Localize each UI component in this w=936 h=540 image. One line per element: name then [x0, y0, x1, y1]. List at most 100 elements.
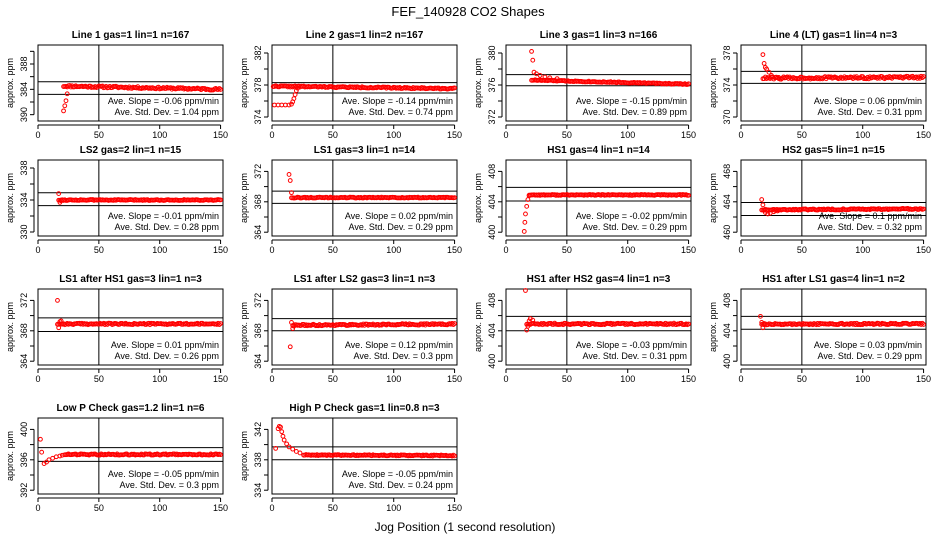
std-dev-annotation: Ave. Std. Dev. = 0.31 ppm: [818, 107, 922, 117]
x-tick-label: 100: [386, 245, 401, 255]
data-points: [286, 172, 457, 201]
x-tick-label: 150: [213, 130, 228, 140]
y-tick-label: 382: [253, 45, 263, 60]
y-tick-label: 388: [19, 56, 29, 71]
data-point: [452, 85, 457, 91]
y-tick-label: 364: [253, 354, 263, 369]
y-tick-label: 392: [19, 483, 29, 498]
panel-title: Line 2 gas=1 lin=2 n=167: [306, 30, 424, 41]
y-tick-label: 342: [253, 422, 263, 437]
x-tick-label: 0: [269, 503, 274, 513]
x-tick-label: 0: [738, 245, 743, 255]
panel-8: HS2 gas=5 lin=1 n=15 0 50 100 150 460 464 468 ap…: [708, 145, 931, 255]
y-axis: 400 404 408: [487, 293, 503, 369]
std-dev-annotation: Ave. Std. Dev. = 0.3 ppm: [354, 351, 453, 361]
y-axis-label: approx. ppm: [473, 58, 483, 108]
std-dev-annotation: Ave. Std. Dev. = 0.32 ppm: [818, 222, 922, 232]
x-tick-label: 150: [213, 245, 228, 255]
x-tick-label: 150: [447, 130, 462, 140]
y-axis: 390 384 388: [19, 50, 35, 122]
x-axis: 0 50 100 150: [738, 368, 931, 384]
data-point: [522, 219, 528, 225]
y-tick-label: 468: [722, 164, 732, 179]
x-tick-label: 100: [620, 245, 635, 255]
x-axis: 0 50 100 150: [269, 124, 462, 140]
data-points: [521, 192, 691, 234]
panel-title: Line 1 gas=1 lin=1 n=167: [72, 30, 190, 41]
x-axis: 0 50 100 150: [738, 239, 931, 255]
y-axis-label: approx. ppm: [5, 173, 15, 223]
data-points: [287, 320, 457, 350]
slope-annotation: Ave. Slope = 0.01 ppm/min: [111, 340, 219, 350]
plot-frame: [505, 288, 692, 366]
data-point: [521, 229, 527, 234]
panel-4: Line 4 (LT) gas=1 lin=4 n=30 50 100 1503703…: [708, 30, 931, 140]
data-point: [279, 429, 285, 435]
x-tick-label: 50: [797, 130, 807, 140]
y-axis: 374 378 382: [253, 45, 269, 125]
y-axis: 330 334 338: [19, 160, 35, 240]
data-point: [524, 203, 530, 209]
y-tick-label: 384: [19, 82, 29, 97]
panel-title: HS1 after HS2 gas=4 lin=1 n=3: [527, 274, 671, 285]
y-tick-label: 338: [253, 452, 263, 467]
data-points: [758, 313, 926, 331]
std-dev-annotation: Ave. Std. Dev. = 0.29 ppm: [583, 222, 687, 232]
y-tick-label: 374: [722, 77, 732, 92]
y-tick-label: 368: [253, 323, 263, 338]
std-dev-annotation: Ave. Std. Dev. = 0.29 ppm: [818, 351, 922, 361]
panel-title: Line 4 (LT) gas=1 lin=4 n=3: [770, 30, 898, 41]
slope-annotation: Ave. Slope = -0.01 ppm/min: [108, 211, 219, 221]
figure-title: FEF_140928 CO2 Shapes: [391, 4, 545, 19]
y-tick-label: 372: [253, 293, 263, 308]
y-axis: 372 376 380: [487, 45, 503, 125]
slope-annotation: Ave. Slope = -0.05 ppm/min: [108, 469, 219, 479]
data-point: [57, 453, 63, 459]
data-point: [524, 327, 530, 333]
data-points: [759, 197, 926, 217]
std-dev-annotation: Ave. Std. Dev. = 1.04 ppm: [115, 107, 219, 117]
x-tick-label: 100: [386, 503, 401, 513]
data-point: [286, 102, 292, 108]
y-axis: 364 368 372: [253, 293, 269, 369]
y-tick-label: 408: [722, 293, 732, 308]
y-tick-label: 404: [487, 194, 497, 209]
y-tick-label: 390: [19, 107, 29, 122]
data-point: [218, 321, 223, 326]
data-points: [760, 52, 926, 82]
y-axis-label: approx. ppm: [708, 173, 718, 223]
data-point: [61, 108, 66, 114]
std-dev-annotation: Ave. Std. Dev. = 0.3 ppm: [120, 480, 219, 490]
x-tick-label: 150: [916, 130, 931, 140]
x-tick-label: 150: [916, 374, 931, 384]
data-point: [55, 298, 60, 303]
data-point: [281, 437, 287, 443]
y-axis: 400 404 408: [722, 293, 738, 369]
data-points: [273, 423, 457, 459]
panel-9: LS1 after HS1 gas=3 lin=1 n=3 0 50 100 150 36…: [5, 274, 228, 384]
panel-13: Low P Check gas=1.2 lin=1 n=6 0 50 100 150 39…: [5, 403, 228, 513]
data-point: [523, 288, 528, 293]
x-tick-label: 100: [620, 130, 635, 140]
y-tick-label: 368: [253, 194, 263, 209]
x-tick-label: 0: [738, 374, 743, 384]
y-axis-label: approx. ppm: [708, 58, 718, 108]
y-tick-label: 400: [487, 225, 497, 240]
data-point: [452, 195, 457, 201]
panel-10: LS1 after LS2 gas=3 lin=1 n=3 0 50 100 150 36…: [239, 274, 462, 384]
data-point: [284, 441, 290, 447]
x-tick-label: 150: [681, 374, 696, 384]
y-axis: 460 464 468: [722, 164, 738, 240]
plot-frame: [505, 159, 692, 237]
panel-11: HS1 after HS2 gas=4 lin=1 n=3 0 50 100 150 40…: [473, 274, 696, 384]
y-tick-label: 380: [487, 45, 497, 60]
slope-annotation: Ave. Slope = -0.15 ppm/min: [576, 96, 687, 106]
data-point: [39, 449, 45, 455]
x-tick-label: 150: [916, 245, 931, 255]
x-tick-label: 0: [738, 130, 743, 140]
x-axis: 0 50 100 150: [35, 368, 228, 384]
slope-annotation: Ave. Slope = 0.1 ppm/min: [819, 211, 922, 221]
data-point: [759, 197, 765, 202]
panel-14: High P Check gas=1 lin=0.8 n=3 0 50 100 150 3…: [239, 403, 462, 513]
y-tick-label: 400: [722, 354, 732, 369]
